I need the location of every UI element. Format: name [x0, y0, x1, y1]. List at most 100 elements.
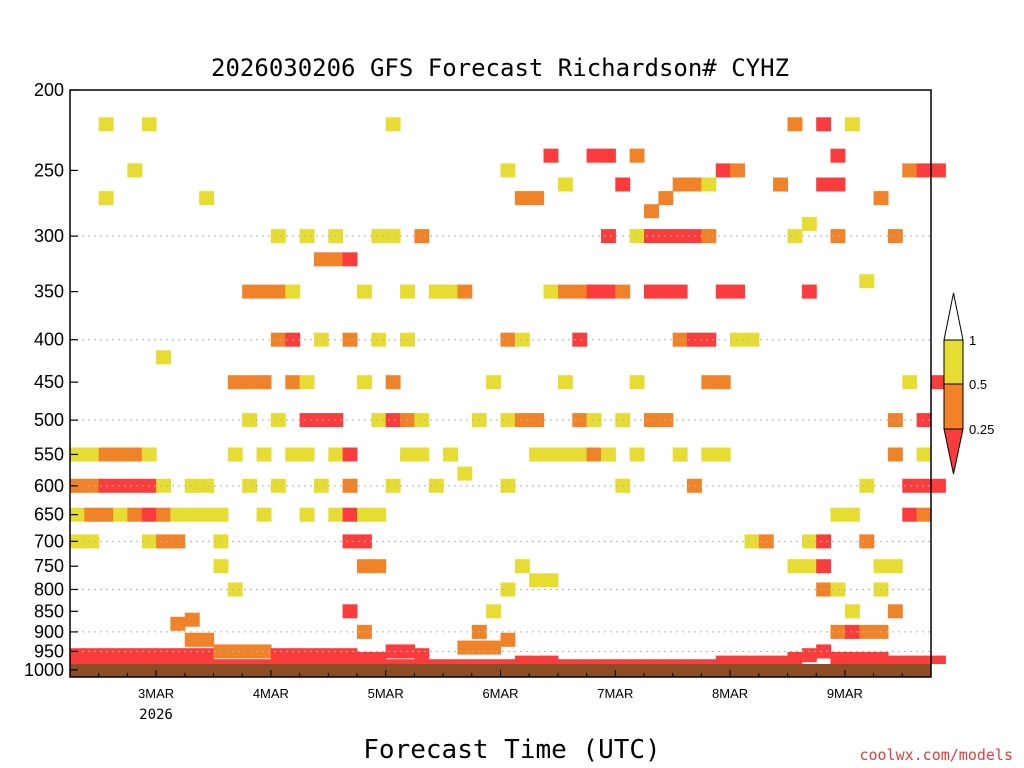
- ri-cell: [644, 413, 659, 428]
- ri-cell: [830, 177, 846, 192]
- ri-cell: [916, 655, 932, 664]
- ri-cell: [113, 659, 128, 664]
- ri-cell: [98, 191, 114, 206]
- ri-cell: [529, 191, 545, 206]
- ri-cell: [227, 582, 243, 597]
- ri-cell: [342, 604, 358, 619]
- ri-cell: [342, 252, 358, 267]
- ri-cell: [500, 413, 516, 428]
- ri-cell: [543, 655, 559, 664]
- ri-cell: [557, 659, 573, 664]
- ri-cell: [615, 284, 631, 299]
- ri-cell: [572, 413, 588, 428]
- ri-cell: [313, 659, 329, 664]
- ri-cell: [816, 582, 832, 597]
- ri-cell: [227, 644, 243, 659]
- ri-cell: [471, 659, 487, 664]
- ri-cell: [256, 659, 272, 664]
- ri-cell: [141, 507, 157, 522]
- ri-cell: [715, 375, 731, 390]
- ri-cell: [672, 229, 688, 244]
- ri-cell: [873, 651, 889, 664]
- ri-cell: [98, 648, 114, 663]
- ri-cell: [931, 163, 946, 178]
- ri-cell: [672, 332, 688, 347]
- ri-cell: [629, 659, 645, 664]
- ri-cell: [644, 229, 659, 244]
- ri-cell: [84, 534, 100, 549]
- ri-cell: [156, 659, 171, 664]
- ri-cell: [931, 478, 946, 493]
- colorbar-label: 0.5: [969, 377, 987, 392]
- ri-cell: [127, 447, 143, 462]
- ri-cell: [543, 573, 559, 588]
- x-tick-label: 6MAR: [482, 686, 518, 701]
- ri-cell: [457, 659, 473, 664]
- y-tick-label: 250: [34, 160, 64, 180]
- ri-cell: [457, 466, 473, 481]
- ri-cell: [701, 375, 717, 390]
- ri-cell: [299, 375, 315, 390]
- ri-cell: [629, 447, 645, 462]
- ri-cell: [672, 284, 688, 299]
- y-tick-label: 650: [34, 505, 64, 525]
- ri-cell: [184, 478, 200, 493]
- ri-cell: [586, 447, 602, 462]
- x-tick-label: 4MAR: [253, 686, 289, 701]
- ri-cell: [844, 624, 860, 639]
- ri-cell: [787, 229, 803, 244]
- ri-cell: [543, 148, 559, 163]
- ri-cell: [141, 117, 157, 132]
- ri-cell: [615, 659, 631, 664]
- ri-cell: [414, 229, 430, 244]
- ri-cell: [342, 659, 358, 664]
- ri-cell: [357, 284, 372, 299]
- ri-cell: [213, 659, 229, 664]
- ri-cell: [601, 659, 616, 664]
- ri-cell: [902, 163, 918, 178]
- ri-cell: [141, 447, 157, 462]
- ri-cell: [801, 216, 817, 231]
- ri-cell: [443, 659, 458, 664]
- ri-cell: [887, 559, 903, 574]
- ri-cell: [184, 632, 200, 647]
- ri-cell: [98, 507, 114, 522]
- ri-cell: [557, 375, 573, 390]
- ri-cell: [715, 284, 731, 299]
- ri-cell: [313, 413, 329, 428]
- ri-cell: [98, 447, 114, 462]
- ri-cell: [529, 447, 545, 462]
- ri-cell: [156, 507, 171, 522]
- ri-cell: [84, 478, 100, 493]
- ri-cell: [586, 284, 602, 299]
- colorbar-label: 1: [969, 333, 976, 348]
- ri-cell: [830, 148, 846, 163]
- ri-cell: [629, 375, 645, 390]
- ri-cell: [385, 375, 401, 390]
- y-tick-label: 400: [34, 330, 64, 350]
- ri-cell: [830, 507, 846, 522]
- ri-cell: [500, 659, 516, 664]
- y-tick-label: 450: [34, 372, 64, 392]
- ri-cell: [371, 559, 387, 574]
- ri-cell: [342, 507, 358, 522]
- ri-cell: [371, 229, 387, 244]
- ri-cell: [270, 413, 286, 428]
- ri-cell: [830, 582, 846, 597]
- ri-cell: [658, 191, 674, 206]
- ri-cell: [84, 659, 100, 664]
- ri-cell: [199, 659, 215, 664]
- x-tick-label: 7MAR: [597, 686, 633, 701]
- ri-cell: [514, 413, 530, 428]
- ri-cell: [156, 478, 171, 493]
- ri-cell: [859, 534, 875, 549]
- x-tick-label: 5MAR: [368, 686, 404, 701]
- ri-cell: [816, 644, 832, 659]
- ri-cell: [902, 655, 918, 664]
- ri-cell: [701, 332, 717, 347]
- ri-cell: [486, 640, 501, 655]
- y-tick-label: 350: [34, 282, 64, 302]
- colorbar-legend: 1 0.5 0.25: [943, 292, 994, 475]
- ri-cell: [916, 447, 932, 462]
- ri-cell: [170, 507, 186, 522]
